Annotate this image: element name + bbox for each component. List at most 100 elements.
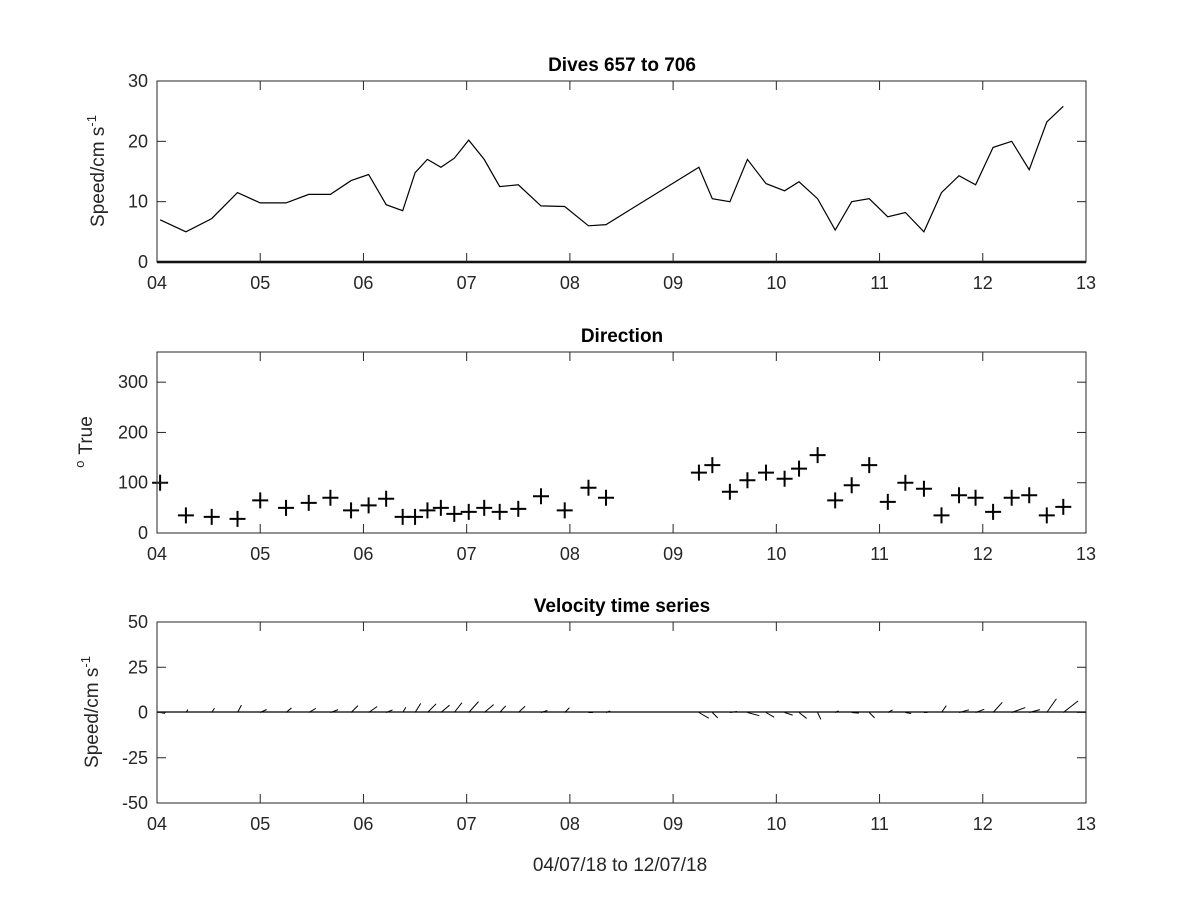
direction-point	[322, 489, 339, 506]
velocity-stick	[237, 704, 242, 713]
velocity-x-tick-label: 05	[250, 814, 270, 834]
direction-point	[343, 502, 360, 519]
direction-x-tick-label: 10	[766, 544, 786, 564]
velocity-x-tick-label: 13	[1076, 814, 1096, 834]
direction-y-tick-label: 0	[138, 523, 148, 543]
direction-y-label-degree: o	[72, 461, 87, 468]
speed-x-tick-label: 08	[560, 273, 580, 293]
direction-point	[460, 503, 477, 520]
direction-point	[985, 503, 1002, 520]
direction-x-tick-label: 08	[560, 544, 580, 564]
speed-title: Dives 657 to 706	[548, 55, 696, 76]
speed-y-label: Speed/cm s-1	[84, 115, 109, 227]
direction-point	[598, 489, 615, 506]
direction-point	[1003, 489, 1020, 506]
velocity-y-tick-label: 50	[128, 612, 148, 632]
direction-point	[510, 500, 527, 517]
direction-point	[843, 477, 860, 494]
speed-panel: Dives 657 to 706 04 05 06 07 08 09 10 11 12 13 0 10…	[84, 55, 1096, 293]
speed-axes-box	[156, 80, 1087, 263]
direction-point	[791, 460, 808, 477]
speed-x-tick-label: 09	[663, 273, 683, 293]
velocity-y-tick-label: -25	[122, 748, 148, 768]
velocity-stick	[414, 703, 422, 713]
velocity-stick	[698, 712, 710, 719]
speed-y-label-exponent: -1	[84, 115, 99, 127]
direction-x-tick-label: 12	[973, 544, 993, 564]
speed-y-tick-label: 10	[128, 192, 148, 212]
speed-x-tick-label: 10	[766, 273, 786, 293]
direction-point	[419, 502, 436, 519]
speed-x-tick-label: 11	[870, 273, 889, 293]
direction-point	[580, 479, 597, 496]
velocity-stick	[851, 712, 859, 714]
direction-point	[739, 472, 756, 489]
direction-point	[407, 508, 424, 525]
speed-x-tick-label: 05	[250, 273, 270, 293]
velocity-x-tick-label: 08	[560, 814, 580, 834]
direction-point	[827, 492, 844, 509]
speed-y-tick-label: 0	[138, 252, 148, 272]
velocity-stick	[440, 704, 450, 713]
direction-point	[861, 457, 878, 474]
velocity-stick	[499, 705, 507, 713]
speed-series-line	[159, 105, 1064, 233]
direction-x-tick-label: 13	[1076, 544, 1096, 564]
direction-point	[360, 497, 377, 514]
velocity-x-tick-label: 04	[147, 814, 167, 834]
velocity-y-tick-label: 0	[138, 703, 148, 723]
velocity-x-tick-label: 09	[663, 814, 683, 834]
direction-point	[776, 470, 793, 487]
direction-point	[933, 507, 950, 524]
direction-y-tick-label: 100	[118, 473, 148, 493]
velocity-x-label: 04/07/18 to 12/07/18	[533, 855, 707, 876]
direction-point	[300, 494, 317, 511]
velocity-x-tick-label: 10	[766, 814, 786, 834]
direction-point	[1055, 498, 1072, 515]
direction-y-label: oTrue	[72, 416, 97, 468]
velocity-stick	[992, 701, 1003, 713]
direction-point	[721, 483, 738, 500]
direction-point	[432, 499, 449, 516]
velocity-stick	[453, 702, 463, 713]
velocity-x-tick-label: 11	[870, 814, 889, 834]
direction-panel: Direction 04 05 06 07 08 09 10 11 12 13 0 100 200 300…	[72, 326, 1096, 564]
velocity-stick	[1062, 700, 1079, 713]
direction-point	[809, 447, 826, 464]
velocity-stick	[350, 705, 359, 713]
speed-x-tick-label: 07	[457, 273, 477, 293]
velocity-stick	[765, 712, 775, 718]
velocity-title: Velocity time series	[534, 596, 710, 617]
direction-title: Direction	[581, 326, 663, 347]
direction-point	[967, 489, 984, 506]
direction-x-tick-label: 06	[353, 544, 373, 564]
speed-x-tick-label: 12	[973, 273, 993, 293]
direction-x-tick-label: 09	[663, 544, 683, 564]
direction-point	[556, 502, 573, 519]
direction-point	[491, 503, 508, 520]
direction-point	[446, 505, 463, 522]
speed-x-tick-label: 04	[147, 273, 167, 293]
velocity-stick	[711, 712, 719, 719]
direction-point	[1038, 507, 1055, 524]
velocity-x-tick-label: 07	[457, 814, 477, 834]
direction-point	[915, 480, 932, 497]
direction-point	[229, 510, 246, 527]
direction-x-tick-label: 04	[147, 544, 167, 564]
direction-axes-box	[156, 351, 1087, 534]
direction-point	[1021, 487, 1038, 504]
direction-x-tick-label: 11	[870, 544, 889, 564]
direction-point	[476, 499, 493, 516]
velocity-stick	[905, 712, 912, 715]
velocity-y-label: Speed/cm s-1	[78, 656, 103, 768]
velocity-stick	[798, 712, 807, 719]
velocity-panel: Velocity time series 04 05 06 07 08 09 10 11 12 1…	[78, 596, 1096, 876]
direction-point	[252, 492, 269, 509]
speed-y-tick-label: 20	[128, 131, 148, 151]
velocity-stick	[483, 704, 494, 713]
direction-y-tick-label: 200	[118, 422, 148, 442]
direction-y-tick-label: 300	[118, 372, 148, 392]
direction-point	[203, 508, 220, 525]
direction-point	[758, 464, 775, 481]
direction-point	[532, 488, 549, 505]
